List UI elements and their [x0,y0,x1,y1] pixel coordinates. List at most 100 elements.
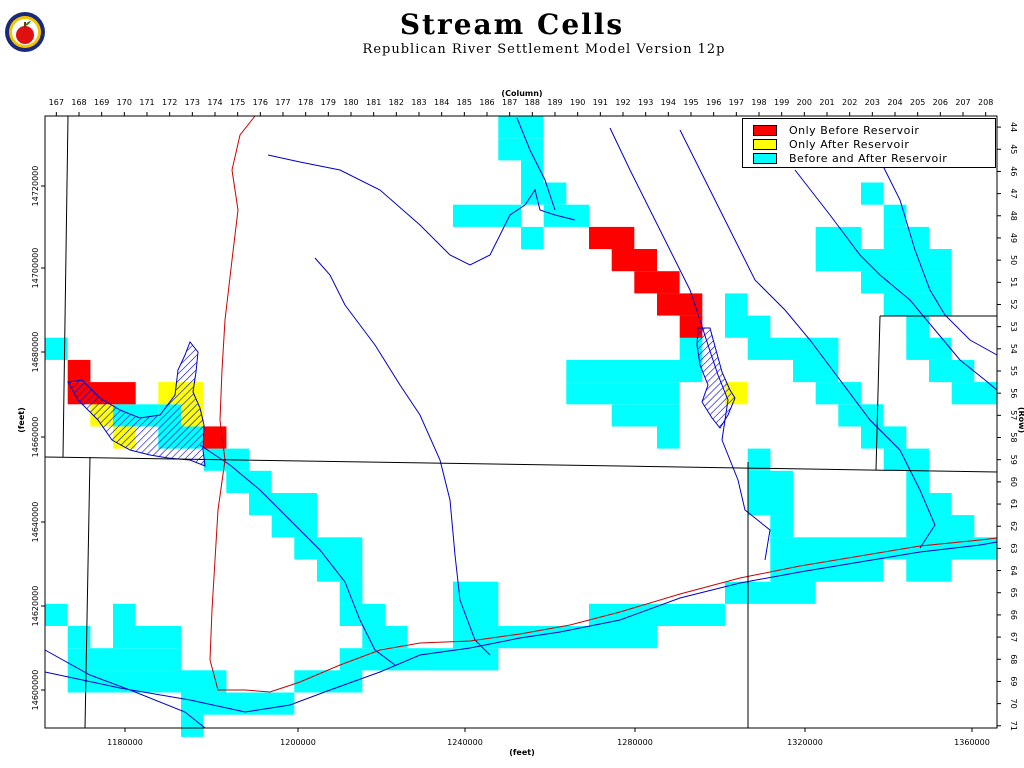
map-legend: Only Before Reservoir Only After Reservo… [742,118,996,168]
boundary-line [44,456,998,473]
stream-cell-both [815,249,952,272]
stream-cell-both [861,426,907,449]
stream-cell-both [611,404,680,427]
x-tick-label: 1180000 [107,738,143,747]
column-tick-label: 183 [411,98,426,107]
column-tick-label: 171 [139,98,154,107]
stream-cell-both [883,293,952,316]
stream-cell-both [113,626,181,649]
stream-cell-both [883,204,907,227]
stream-cell-only-before [203,426,227,449]
stream-cell-both [815,226,861,250]
stream-line [609,127,771,561]
x-tick-label: 1280000 [617,738,653,747]
stream-line [516,117,556,211]
stream-cell-both [861,182,884,205]
row-tick-label: 64 [1009,566,1018,576]
x-tick-label: 1320000 [787,738,823,747]
stream-cell-both [181,692,295,715]
legend-label-both: Before and After Reservoir [789,152,948,165]
stream-cell-both [747,470,793,493]
column-tick-label: 205 [910,98,925,107]
legend-swatch-both [753,153,777,164]
column-tick-label: 188 [525,98,540,107]
row-tick-label: 57 [1009,410,1018,420]
stream-cell-both [566,359,703,383]
row-tick-label: 47 [1009,189,1018,199]
y-tick-label: 14660000 [31,417,40,458]
stream-cell-both [929,559,952,582]
boundary-line [875,315,881,471]
stream-cell-both [521,182,567,205]
column-tick-label: 173 [185,98,200,107]
row-tick-label: 54 [1009,344,1018,354]
row-tick-label: 59 [1009,455,1018,465]
stream-cell-both [362,626,408,649]
row-tick-label: 66 [1009,610,1018,620]
legend-label-only-before: Only Before Reservoir [789,124,920,137]
stream-cell-both [747,493,793,516]
y-tick-label: 14600000 [31,670,40,711]
row-tick-label: 70 [1009,699,1018,709]
stream-cell-both [249,493,317,516]
row-tick-label: 46 [1009,166,1018,176]
stream-cell-both [906,493,952,516]
stream-cell-only-before [611,249,657,272]
y-tick-label: 14720000 [31,166,40,207]
stream-cell-both [657,426,680,449]
legend-label-only-after: Only After Reservoir [789,138,910,151]
row-tick-label: 48 [1009,211,1018,221]
column-tick-label: 203 [865,98,880,107]
stream-cell-both [498,138,544,161]
stream-cell-both [793,359,839,383]
column-tick-label: 191 [593,98,608,107]
stream-cell-both [906,559,929,582]
row-tick-label: 49 [1009,233,1018,243]
stream-cell-both [453,581,499,604]
column-tick-label: 196 [706,98,721,107]
stream-cell-both [747,337,839,360]
stream-cell-both [181,714,204,737]
row-tick-label: 69 [1009,676,1018,686]
stream-line [267,154,576,266]
page-title: Stream Cells [399,8,625,41]
left-axis-label: (feet) [17,407,26,432]
stream-cell-both [521,226,544,250]
stream-cell-both [906,315,929,338]
stream-cell-both [725,293,748,316]
legend-swatch-only-before [753,125,777,136]
stream-line [44,541,998,713]
stream-cell-both [929,359,975,383]
column-tick-label: 187 [502,98,517,107]
column-tick-label: 168 [71,98,86,107]
column-tick-label: 176 [253,98,268,107]
column-tick-label: 200 [797,98,812,107]
column-tick-label: 184 [434,98,449,107]
y-tick-label: 14620000 [31,586,40,627]
bottom-axis-label: (feet) [509,748,534,757]
column-tick-label: 186 [479,98,494,107]
column-tick-label: 182 [389,98,404,107]
column-tick-label: 190 [570,98,585,107]
stream-cell-both [45,603,68,626]
row-tick-label: 55 [1009,366,1018,376]
column-tick-label: 204 [887,98,902,107]
stream-cell-both [67,626,91,649]
row-tick-label: 56 [1009,388,1018,398]
row-tick-label: 52 [1009,299,1018,309]
stream-cell-both [770,537,997,560]
stream-cell-both [339,648,499,671]
column-tick-label: 194 [661,98,676,107]
row-tick-label: 67 [1009,632,1018,642]
row-tick-label: 61 [1009,499,1018,509]
stream-cell-both [566,382,680,405]
stream-cell-both [861,271,952,294]
stream-cell-both [883,448,929,471]
stream-cell-both [770,515,793,538]
stream-cell-both [45,337,68,360]
row-tick-label: 63 [1009,543,1018,553]
column-tick-label: 181 [366,98,381,107]
column-tick-label: 185 [457,98,472,107]
stream-cell-both [589,603,725,626]
